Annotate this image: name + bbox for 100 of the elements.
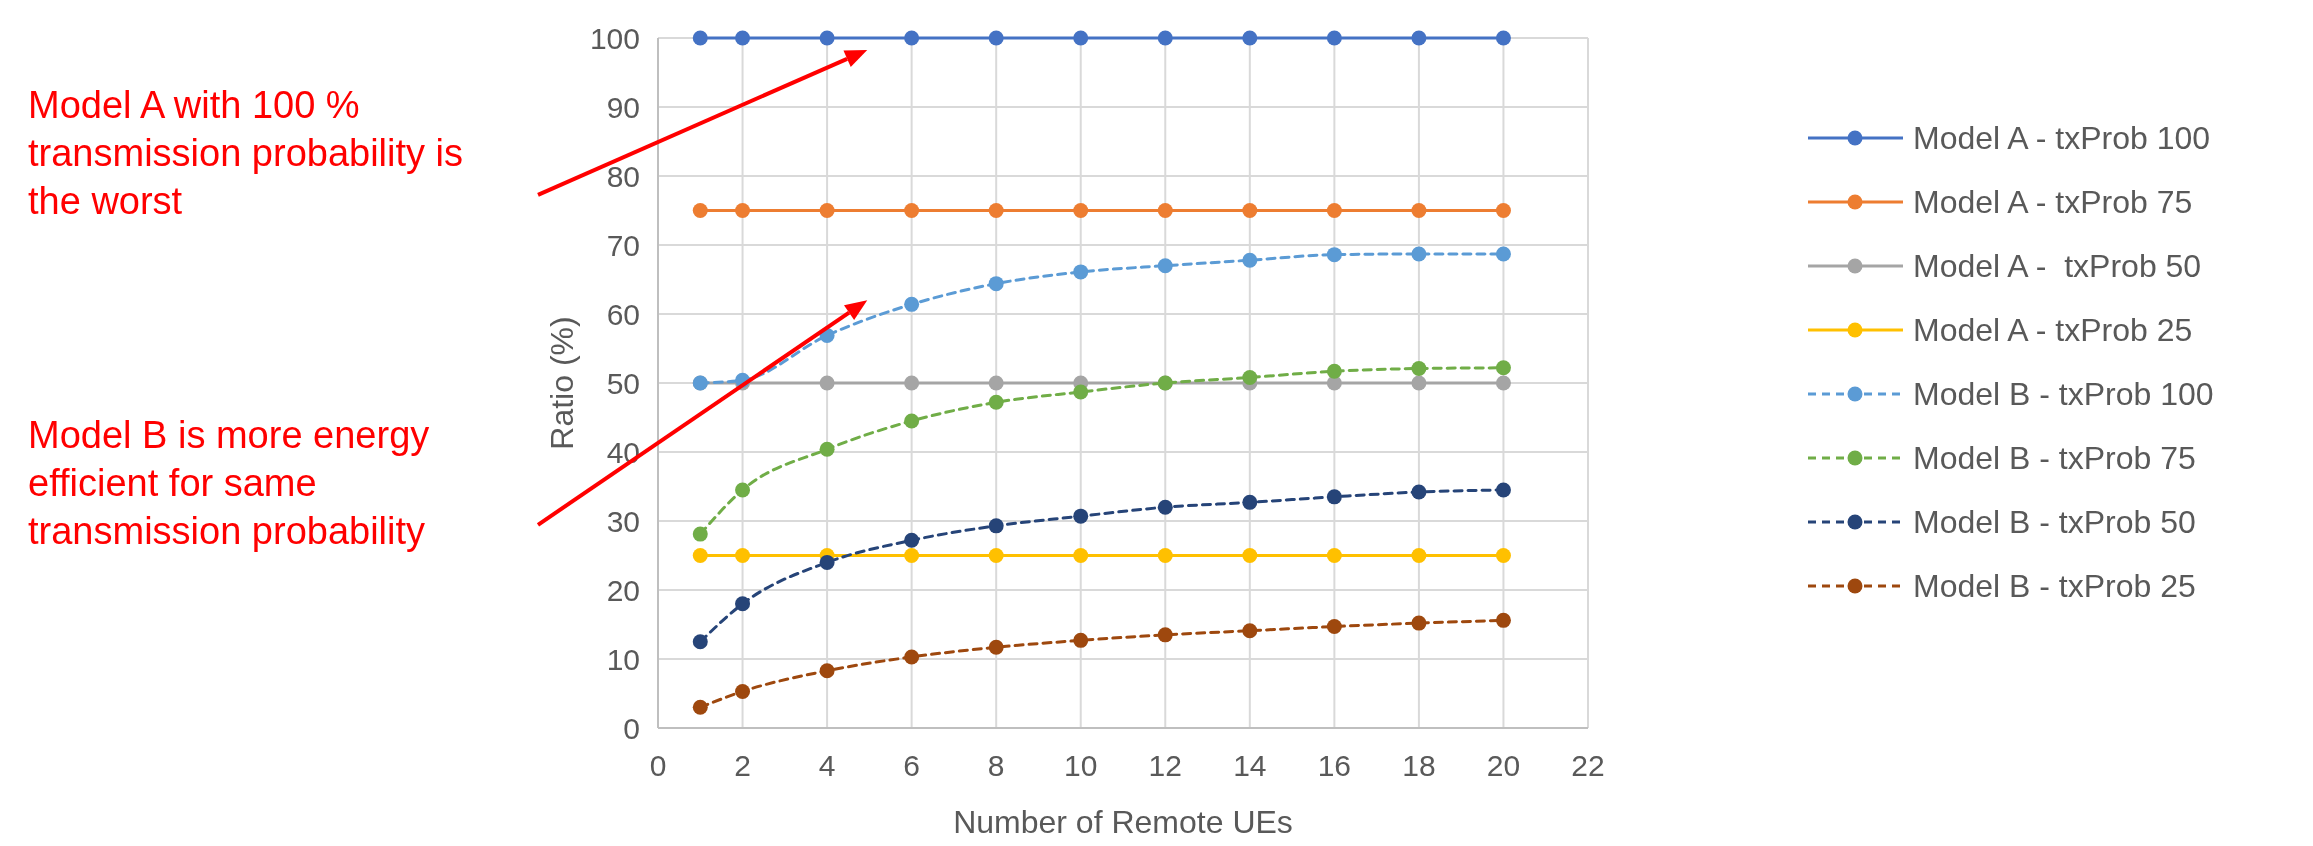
point: [1495, 548, 1511, 563]
point: [1411, 375, 1427, 391]
point: [1242, 548, 1258, 563]
point: [735, 203, 751, 218]
point: [1073, 632, 1089, 648]
point: [904, 296, 920, 312]
x-tick-label: 22: [1571, 749, 1605, 782]
y-tick-label: 30: [606, 504, 640, 538]
text: Model A with 100 % transmission probability is the worst: [28, 84, 464, 222]
point: [692, 699, 708, 715]
point: [819, 375, 835, 391]
x-tick-label: 4: [818, 749, 836, 782]
point: [1242, 30, 1258, 46]
point: [904, 30, 920, 46]
y-tick-label: 90: [606, 90, 640, 124]
y-tick-label: 20: [606, 573, 640, 607]
point: [1411, 203, 1427, 218]
point: [988, 375, 1004, 391]
point: [1242, 369, 1258, 385]
y-tick-label: 100: [589, 21, 640, 55]
point: [692, 548, 708, 563]
point: [1326, 203, 1342, 218]
legend-label: Model B - txProb 75: [1913, 440, 2196, 477]
point: [1242, 252, 1258, 268]
point: [1073, 264, 1089, 280]
point: [1495, 203, 1511, 218]
point: [1242, 623, 1258, 639]
legend-label: Model B - txProb 100: [1913, 376, 2214, 413]
x-tick-label: 8: [987, 749, 1005, 782]
point: [1157, 627, 1173, 643]
x-tick-label: 2: [734, 749, 751, 782]
point: [1326, 489, 1342, 505]
point: [1326, 619, 1342, 635]
x-tick-label: 12: [1148, 749, 1182, 782]
point: [819, 441, 835, 457]
point: [1411, 548, 1427, 563]
legend-label: Model A - txProb 25: [1913, 312, 2193, 349]
point: [735, 683, 751, 699]
point: [904, 649, 920, 665]
point: [1242, 203, 1258, 218]
legend-label: Model A - txProb 75: [1913, 184, 2193, 221]
point: [819, 203, 835, 218]
point: [1495, 30, 1511, 46]
y-tick-label: 70: [606, 228, 640, 262]
y-tick-label: 10: [606, 642, 640, 676]
point: [988, 30, 1004, 46]
x-tick-label: 10: [1064, 749, 1098, 782]
point: [1495, 612, 1511, 628]
point: [1073, 508, 1089, 524]
y-tick-label: 0: [623, 711, 640, 745]
y-tick-label: 80: [606, 159, 640, 193]
point: [1495, 360, 1511, 376]
point: [735, 596, 751, 612]
x-tick-label: 20: [1486, 749, 1521, 782]
point: [1157, 258, 1173, 274]
point: [1157, 30, 1173, 46]
point: [819, 30, 835, 46]
point: [819, 663, 835, 679]
point: [1411, 615, 1427, 631]
point: [1411, 30, 1427, 46]
point: [1326, 363, 1342, 379]
point: [1157, 548, 1173, 563]
point: [904, 375, 920, 391]
point: [1073, 384, 1089, 400]
point: [692, 203, 708, 218]
text: Model B is more energy efficient for same transmission probability: [28, 414, 430, 552]
point: [1495, 482, 1511, 498]
point: [1326, 30, 1342, 46]
point: [1411, 361, 1427, 377]
point: [692, 30, 708, 46]
point: [1411, 246, 1427, 262]
point: [1073, 203, 1089, 218]
point: [988, 276, 1004, 292]
point: [1495, 246, 1511, 262]
x-tick-label: 6: [903, 749, 920, 782]
point: [1326, 247, 1342, 263]
point: [988, 639, 1004, 655]
point: [1495, 375, 1511, 391]
point: [904, 532, 920, 548]
point: [988, 203, 1004, 218]
legend-label: Model A - txProb 100: [1913, 120, 2211, 157]
point: [1157, 203, 1173, 218]
point: [819, 554, 835, 570]
x-tick-label: 16: [1317, 749, 1352, 782]
point: [988, 394, 1004, 410]
point: [735, 548, 751, 563]
point: [692, 526, 708, 542]
x-axis-title: Number of Remote UEs: [953, 804, 1293, 840]
x-tick-label: 14: [1233, 749, 1267, 782]
point: [1411, 484, 1427, 500]
x-tick-label: 18: [1402, 749, 1436, 782]
point: [988, 548, 1004, 563]
point: [1326, 548, 1342, 563]
y-axis-title: Ratio (%): [544, 316, 580, 450]
point: [1073, 30, 1089, 46]
legend-label: Model B - txProb 25: [1913, 568, 2196, 605]
legend-label: Model B - txProb 50: [1913, 504, 2196, 541]
point: [735, 482, 751, 498]
point: [692, 634, 708, 650]
y-tick-label: 50: [606, 366, 640, 400]
